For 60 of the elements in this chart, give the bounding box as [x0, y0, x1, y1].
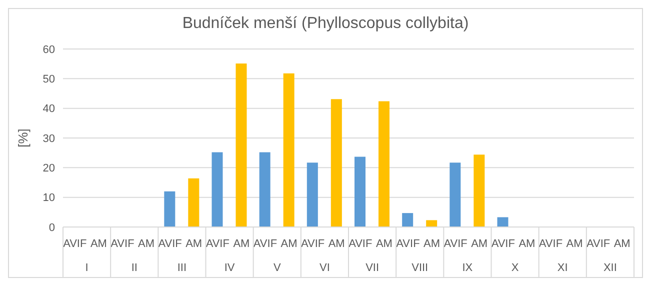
text: AM — [471, 238, 488, 250]
bar — [450, 162, 461, 227]
text: AVIF — [63, 238, 87, 250]
x-tick-label: IX — [462, 262, 474, 274]
y-axis-title: [%] — [16, 128, 31, 148]
x-tick-label: VII — [366, 262, 380, 274]
bar — [236, 64, 247, 227]
text: AVIF — [158, 238, 182, 250]
series-label: AM — [186, 238, 202, 250]
x-tick-label: I — [85, 262, 88, 274]
y-tick-label: 10 — [42, 192, 55, 204]
bar — [497, 217, 508, 227]
text: AM — [328, 238, 345, 250]
series-label: AVIF — [396, 238, 420, 250]
text: AVIF — [206, 238, 230, 250]
x-tick-label: V — [273, 262, 282, 274]
bar — [426, 220, 438, 227]
y-tick-label: 0 — [48, 222, 55, 234]
y-tick-label: 40 — [42, 103, 55, 116]
text: AM — [138, 238, 155, 250]
y-tick-label: 60 — [42, 44, 55, 56]
text: AM — [424, 238, 440, 250]
bar — [188, 178, 200, 227]
bar — [283, 73, 294, 227]
bar — [164, 191, 176, 227]
x-tick-label: XII — [603, 262, 617, 274]
text: AM — [614, 238, 630, 250]
bar — [474, 154, 485, 227]
x-tick-label: VIII — [412, 262, 428, 274]
text: AVIF — [253, 238, 278, 250]
y-tick-label: 30 — [42, 132, 55, 145]
bar — [212, 152, 223, 227]
text: AVIF — [586, 238, 610, 250]
x-tick-label: X — [511, 262, 520, 274]
x-tick-label: II — [131, 262, 138, 274]
text: AM — [90, 238, 107, 250]
text: AM — [518, 238, 536, 250]
text: AM — [376, 238, 392, 250]
chart-title: Budníček menší (Phylloscopus collybita) — [181, 14, 470, 34]
text: AM — [280, 238, 298, 250]
bar — [378, 101, 390, 227]
y-tick-label: 20 — [42, 162, 55, 175]
text: AVIF — [491, 238, 515, 250]
x-tick-label: XI — [557, 262, 568, 274]
text: AVIF — [300, 238, 325, 250]
x-tick-label: IV — [224, 262, 236, 274]
text: AVIF — [110, 238, 134, 250]
bar — [306, 162, 318, 227]
text: AVIF — [538, 238, 563, 250]
text: AM — [566, 238, 583, 250]
text: AVIF — [348, 238, 372, 250]
bar — [402, 213, 414, 227]
y-tick-label: 50 — [42, 74, 55, 86]
text: AVIF — [444, 238, 468, 250]
x-tick-label: III — [177, 262, 187, 274]
text: AM — [233, 238, 250, 250]
x-tick-label: VI — [320, 262, 330, 274]
bar — [354, 156, 366, 227]
bar — [330, 99, 342, 227]
bar — [259, 152, 270, 227]
